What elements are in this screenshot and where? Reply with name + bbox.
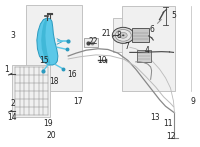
FancyBboxPatch shape — [132, 28, 149, 42]
Text: 19: 19 — [44, 119, 53, 128]
Text: 21: 21 — [101, 29, 111, 38]
FancyBboxPatch shape — [137, 50, 151, 62]
Text: 22: 22 — [88, 37, 98, 46]
Circle shape — [112, 27, 134, 43]
Circle shape — [122, 35, 124, 36]
Polygon shape — [41, 20, 50, 64]
Text: 8: 8 — [116, 31, 121, 40]
Text: 9: 9 — [191, 97, 196, 106]
Text: 10: 10 — [97, 56, 107, 65]
FancyBboxPatch shape — [26, 5, 82, 91]
Polygon shape — [37, 18, 58, 65]
FancyBboxPatch shape — [113, 18, 152, 52]
FancyBboxPatch shape — [12, 66, 50, 117]
Circle shape — [119, 32, 127, 38]
Text: 15: 15 — [40, 56, 49, 65]
Text: 20: 20 — [47, 131, 56, 140]
Text: 16: 16 — [67, 70, 77, 80]
Text: 6: 6 — [149, 25, 154, 34]
FancyBboxPatch shape — [122, 6, 175, 91]
Text: 11: 11 — [163, 119, 172, 128]
Text: 12: 12 — [166, 132, 175, 141]
FancyBboxPatch shape — [84, 38, 98, 47]
Text: 5: 5 — [171, 11, 176, 20]
Text: 14: 14 — [7, 113, 16, 122]
Text: 7: 7 — [124, 42, 129, 51]
Text: 13: 13 — [150, 113, 159, 122]
Text: 17: 17 — [73, 97, 83, 106]
Text: 1: 1 — [4, 65, 9, 74]
Text: 18: 18 — [50, 77, 59, 86]
Text: 3: 3 — [10, 31, 15, 40]
Text: 2: 2 — [10, 99, 15, 108]
Text: 4: 4 — [144, 46, 149, 55]
Circle shape — [115, 30, 131, 41]
